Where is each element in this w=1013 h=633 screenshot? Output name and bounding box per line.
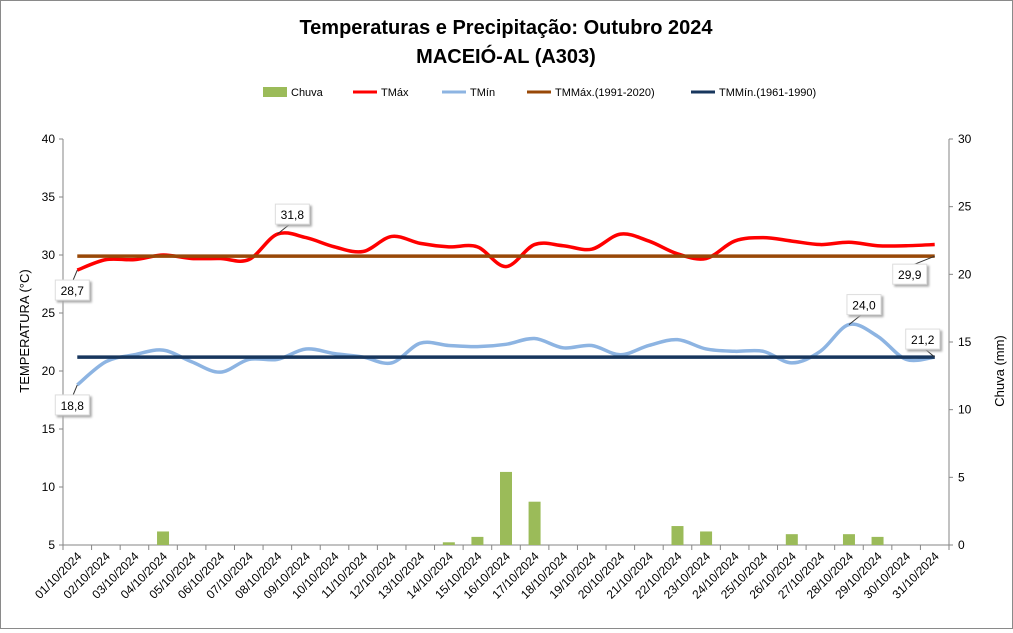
legend-label: TMMín.(1961-1990): [719, 87, 816, 99]
bars: [157, 471, 884, 545]
bar-chuva: [471, 536, 484, 545]
y-axis-label: TEMPERATURA (°C): [17, 269, 32, 392]
legend-label: TMín: [470, 87, 495, 99]
line-tmn: [76, 322, 935, 387]
y2-tick-label: 5: [958, 470, 965, 484]
bar-chuva: [157, 531, 170, 545]
data-label: 28,7: [61, 284, 85, 298]
y-tick-label: 5: [48, 538, 55, 552]
y2-tick-label: 10: [958, 403, 972, 417]
bar-chuva: [785, 534, 798, 545]
data-label: 31,8: [281, 208, 305, 222]
legend-swatch-chuva: [263, 87, 287, 97]
data-labels: 28,7 31,8 29,9 18,8 24,0 21,2: [54, 203, 941, 416]
legend-label: TMáx: [381, 87, 409, 99]
legend-label: Chuva: [291, 87, 324, 99]
data-label-box: [54, 279, 90, 301]
data-label: 29,9: [898, 268, 922, 282]
y-tick-label: 40: [42, 132, 56, 146]
bar-chuva: [528, 501, 541, 545]
chart-title: Temperaturas e Precipitação: Outubro 202…: [299, 17, 713, 39]
data-label: 24,0: [852, 299, 876, 313]
data-label-box: [274, 203, 310, 225]
data-label-box: [54, 394, 90, 416]
bar-chuva: [871, 536, 884, 545]
bar-chuva: [842, 534, 855, 545]
y-tick-label: 35: [42, 190, 56, 204]
bar-chuva: [700, 531, 713, 545]
lines: [76, 231, 935, 387]
y2-tick-label: 20: [958, 267, 972, 281]
y-tick-label: 10: [42, 480, 56, 494]
legend-label: TMMáx.(1991-2020): [555, 87, 655, 99]
line-tmx: [76, 231, 935, 272]
y2-axis-label: Chuva (mm): [992, 335, 1007, 407]
bar-chuva: [500, 471, 512, 545]
legend: Chuva TMáx TMín TMMáx.(1991-2020) TMMín.(196…: [263, 87, 816, 99]
data-label-box: [905, 328, 941, 350]
y-tick-label: 25: [42, 306, 56, 320]
y2-tick-label: 15: [958, 335, 972, 349]
y-tick-label: 20: [42, 364, 56, 378]
data-label: 21,2: [911, 333, 935, 347]
data-label-box: [846, 294, 882, 316]
y-tick-label: 30: [42, 248, 56, 262]
y2-tick-label: 0: [958, 538, 965, 552]
y2-tick-label: 25: [958, 200, 972, 214]
data-label-box: [892, 263, 928, 285]
bar-chuva: [671, 526, 684, 545]
y2-tick-label: 30: [958, 132, 972, 146]
bar-chuva: [442, 542, 455, 545]
chart-subtitle: MACEIÓ-AL (A303): [416, 44, 596, 68]
data-label: 18,8: [61, 399, 85, 413]
y-tick-label: 15: [42, 422, 56, 436]
